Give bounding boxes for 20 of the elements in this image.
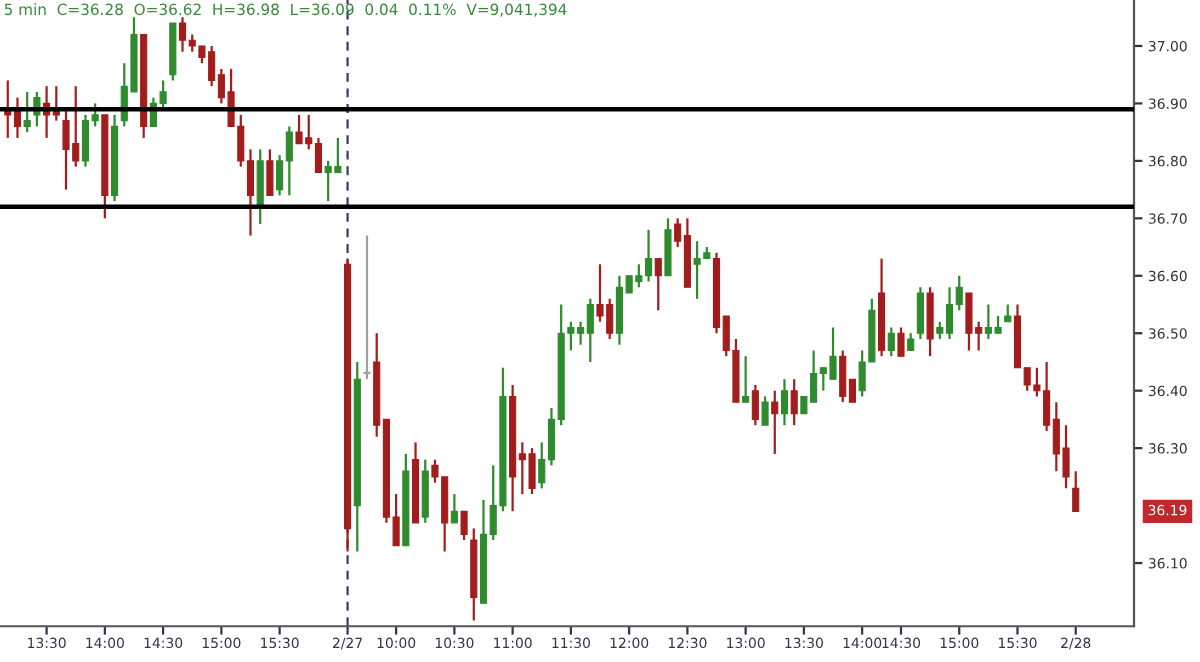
- candlestick: [780, 378, 789, 427]
- candlestick: [23, 90, 31, 134]
- candlestick: [654, 257, 662, 312]
- candlestick: [256, 148, 264, 226]
- candlestick: [761, 395, 769, 427]
- candlestick: [897, 326, 905, 358]
- candlestick: [450, 493, 458, 524]
- candlestick: [664, 217, 672, 277]
- candlestick: [421, 458, 429, 524]
- candlestick: [790, 378, 798, 427]
- candlestick: [460, 510, 468, 542]
- candlestick: [771, 389, 779, 455]
- candlestick: [916, 286, 924, 341]
- candlestick: [266, 148, 274, 197]
- candlestick: [1072, 470, 1080, 513]
- candlestick: [887, 326, 895, 358]
- candlestick: [363, 234, 371, 381]
- candlestick: [926, 286, 934, 358]
- candlestick: [751, 383, 759, 427]
- candlestick: [742, 355, 750, 404]
